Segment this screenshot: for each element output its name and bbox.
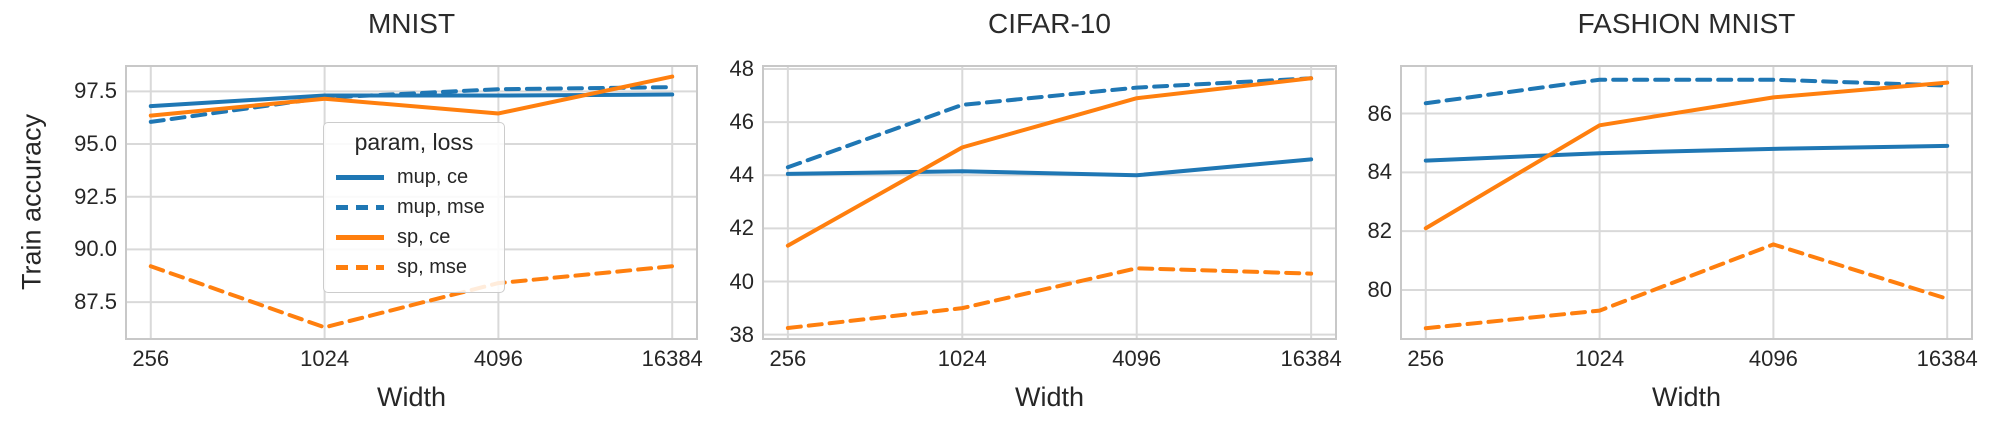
panel-fashion-mnist: FASHION MNIST Width 86 84 82 80 256 1024 4096 1… (1330, 0, 1978, 436)
series-line-mup-ce (1423, 143, 1950, 163)
x-tick-label: 256 (132, 346, 170, 371)
legend-line-sample (336, 234, 384, 240)
x-tick-label: 16384 (1280, 346, 1342, 371)
x-axis-label-fashion-mnist: Width (1651, 382, 1722, 412)
series-line-sp-ce (785, 76, 1314, 248)
legend-line-sample (336, 204, 384, 210)
plot-frame (1400, 65, 1973, 340)
y-tick-label: 46 (729, 109, 754, 135)
y-axis-label: Train accuracy (16, 113, 47, 291)
legend-title: param, loss (354, 129, 474, 155)
plot-frame (762, 65, 1337, 340)
legend-item-label: sp, mse (397, 255, 468, 278)
plot-fashion-mnist (1400, 65, 1973, 340)
x-axis-label-mnist: Width (376, 382, 447, 412)
y-tick-label: 80 (1367, 277, 1392, 302)
x-tick-label: 256 (769, 346, 807, 371)
legend-item-label: mup, ce (397, 165, 469, 188)
y-tick-label: 95.0 (74, 131, 117, 157)
series-line-sp-ce (1423, 80, 1950, 231)
x-tick-label: 4096 (473, 346, 523, 371)
plot-mnist (125, 65, 698, 340)
chart-title-cifar10: CIFAR-10 (988, 8, 1111, 39)
series-line-sp-mse (1423, 242, 1950, 331)
chart-title-mnist: MNIST (367, 8, 456, 39)
x-axis-label-cifar10: Width (1014, 382, 1085, 412)
y-tick-label: 42 (729, 215, 754, 241)
chart-title-fashion-mnist: FASHION MNIST (1577, 8, 1796, 39)
x-tick-label: 16384 (641, 346, 703, 371)
legend-item-label: sp, ce (397, 225, 451, 248)
x-tick-label: 1024 (1575, 346, 1625, 371)
legend-line-sample (336, 264, 384, 270)
panel-cifar10: CIFAR-10 Width 48 46 44 42 40 38 256 1024 4096 16… (692, 0, 1342, 436)
legend-line-sample (336, 174, 384, 180)
y-tick-label: 92.5 (74, 183, 117, 209)
y-tick-label: 82 (1367, 218, 1392, 244)
plot-cifar10 (762, 65, 1337, 340)
y-tick-label: 90.0 (74, 236, 117, 262)
legend-item-sp-mse: sp, mse (336, 252, 492, 282)
x-tick-label: 16384 (1916, 346, 1978, 371)
y-tick-label: 87.5 (74, 289, 117, 315)
legend-item-mup-mse: mup, mse (336, 192, 492, 222)
y-tick-label: 48 (729, 55, 754, 81)
x-tick-label: 4096 (1112, 346, 1162, 371)
series-line-sp-mse (148, 264, 675, 330)
series-line-mup-mse (785, 76, 1314, 170)
y-tick-label: 44 (729, 162, 754, 188)
series-line-mup-mse (148, 85, 675, 124)
series-line-sp-ce (148, 74, 675, 118)
series-line-sp-mse (785, 266, 1314, 331)
series-line-mup-mse (1423, 77, 1950, 106)
y-tick-label: 86 (1367, 100, 1392, 126)
y-tick-label: 97.5 (74, 78, 117, 104)
y-tick-label: 84 (1367, 159, 1392, 185)
y-tick-label: 40 (729, 268, 754, 294)
x-tick-label: 256 (1407, 346, 1445, 371)
legend: param, loss mup, ce mup, mse sp, ce sp, … (323, 122, 505, 293)
legend-item-sp-ce: sp, ce (336, 222, 492, 252)
legend-item-label: mup, mse (397, 195, 485, 218)
legend-item-mup-ce: mup, ce (336, 162, 492, 192)
panel-mnist: MNIST Width param, loss mup, ce mup, mse… (55, 0, 703, 436)
x-tick-label: 4096 (1748, 346, 1798, 371)
y-tick-label: 38 (729, 321, 754, 347)
x-tick-label: 1024 (937, 346, 987, 371)
plot-frame (125, 65, 698, 340)
x-tick-label: 1024 (300, 346, 350, 371)
series-line-mup-ce (785, 157, 1314, 178)
